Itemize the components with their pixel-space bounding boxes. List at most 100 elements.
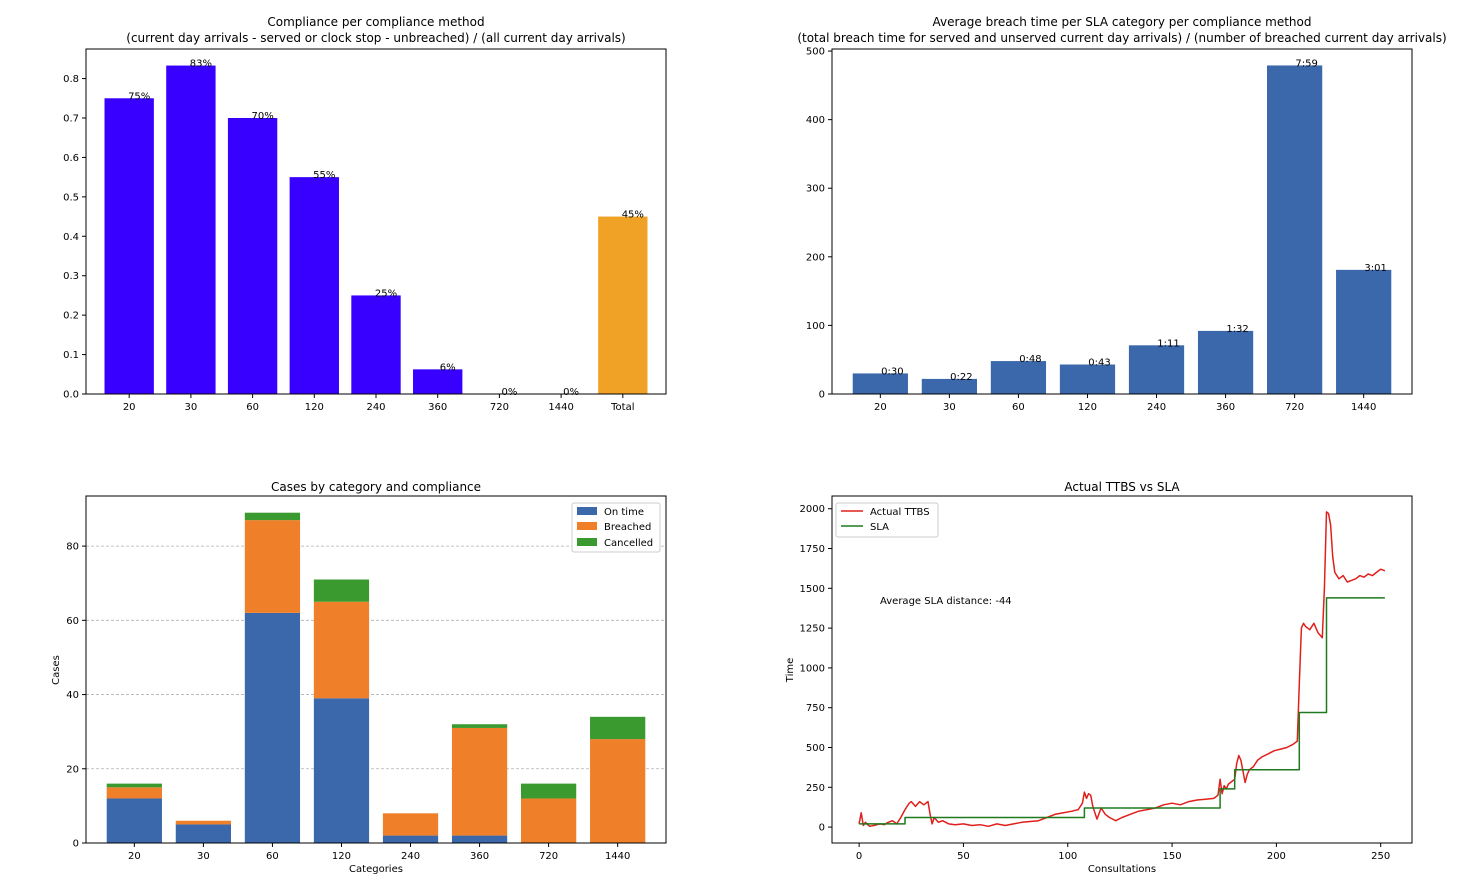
cases-xtick-label-720: 720 — [539, 851, 558, 862]
breach-ytick-label: 500 — [806, 47, 825, 58]
legend-swatch-on-time — [577, 507, 597, 515]
compliance-xtick-label-1440: 1440 — [548, 402, 573, 413]
cases-xtick-label-20: 20 — [128, 851, 141, 862]
compliance-data-label-20: 75% — [128, 91, 150, 102]
compliance-bar-20 — [104, 98, 154, 395]
breach-data-label-720: 7:59 — [1295, 58, 1317, 69]
ttbs-ytick-label: 0 — [819, 823, 825, 834]
cases-bar-breached-60 — [244, 520, 301, 613]
breach-xtick-label-720: 720 — [1285, 402, 1304, 413]
compliance-bar-360 — [413, 369, 463, 394]
breach-bar-30 — [921, 378, 977, 394]
breach-xtick-label-20: 20 — [874, 402, 887, 413]
ttbs-ytick-label: 2000 — [800, 504, 825, 515]
cases-xtick-label-360: 360 — [470, 851, 489, 862]
breach-bar-120 — [1059, 364, 1116, 394]
breach-time-chart-title: Average breach time per SLA category per… — [932, 15, 1311, 29]
breach-time-chart-frame — [831, 48, 1413, 395]
breach-ytick-label: 400 — [806, 115, 825, 126]
breach-bar-60 — [990, 361, 1047, 394]
ttbs-xtick-label: 250 — [1371, 851, 1390, 862]
breach-xtick-label-60: 60 — [1012, 402, 1025, 413]
cases-bar-breached-360 — [451, 727, 508, 836]
cases-bar-breached-120 — [313, 601, 370, 699]
breach-data-label-360: 1:32 — [1226, 324, 1248, 335]
cases-ytick-label: 20 — [66, 764, 79, 775]
cases-bar-cancelled-120 — [313, 579, 370, 602]
cases-bar-cancelled-1440 — [590, 716, 646, 740]
cases-xtick-label-30: 30 — [197, 851, 210, 862]
breach-data-label-20: 0:30 — [881, 366, 903, 377]
breach-bar-720 — [1267, 65, 1323, 394]
ttbs-xtick-label: 50 — [957, 851, 970, 862]
cases-xtick-label-60: 60 — [266, 851, 279, 862]
legend-label-on-time: On time — [604, 507, 644, 518]
cases-ytick-label: 60 — [66, 616, 79, 627]
cases-bar-cancelled-60 — [244, 512, 301, 521]
breach-ytick-label: 300 — [806, 184, 825, 195]
legend-swatch-cancelled — [577, 538, 597, 546]
cases-bar-breached-240 — [382, 813, 439, 836]
compliance-data-label-240: 25% — [375, 288, 397, 299]
compliance-xtick-label-720: 720 — [490, 402, 509, 413]
ttbs-ytick-label: 1500 — [800, 584, 825, 595]
cases-bar-on-time-360 — [451, 835, 508, 843]
breach-xtick-label-120: 120 — [1078, 402, 1097, 413]
ttbs-chart: Actual TTBS vs SLA 0 50 100 150 200 250 0 250 50… — [785, 480, 1413, 875]
compliance-xtick-label-20: 20 — [123, 402, 136, 413]
cases-xtick-label-120: 120 — [332, 851, 351, 862]
cases-chart-marks: 0 20 40 60 80 20 30 60 120 240 360 720 1440 — [66, 512, 646, 862]
cases-bar-breached-20 — [106, 787, 162, 799]
compliance-chart-marks: 75% 20 83% 30 70% 60 55% 120 25% 240 6% 360 0% 720 0% 1… — [63, 59, 648, 413]
breach-ytick-label: 0 — [819, 390, 825, 401]
compliance-xtick-label-30: 30 — [185, 402, 198, 413]
cases-bar-breached-1440 — [590, 739, 646, 843]
cases-xtick-label-1440: 1440 — [605, 851, 630, 862]
breach-data-label-1440: 3:01 — [1364, 263, 1386, 274]
breach-bar-1440 — [1336, 269, 1392, 394]
cases-ytick-label: 80 — [66, 542, 79, 553]
breach-data-label-60: 0:48 — [1019, 354, 1041, 365]
compliance-data-label-360: 6% — [440, 362, 456, 373]
compliance-chart-frame — [85, 48, 667, 395]
compliance-xtick-label-60: 60 — [246, 402, 259, 413]
cases-chart-title: Cases by category and compliance — [271, 480, 481, 494]
breach-ytick-label: 200 — [806, 252, 825, 263]
cases-xtick-label-240: 240 — [401, 851, 420, 862]
cases-bar-breached-720 — [521, 798, 577, 843]
compliance-chart-title: Compliance per compliance method — [267, 15, 484, 29]
cases-bar-cancelled-720 — [521, 783, 577, 799]
compliance-data-label-1440: 0% — [563, 387, 579, 398]
breach-time-chart-marks: 0:30 20 0:22 30 0:48 60 0:43 120 1:11 240 1:32 360 7… — [806, 47, 1392, 413]
breach-time-chart-subtitle: (total breach time for served and unserv… — [797, 31, 1446, 45]
breach-data-label-240: 1:11 — [1157, 338, 1179, 349]
legend-swatch-breached — [577, 522, 597, 530]
compliance-data-label-Total: 45% — [622, 210, 644, 221]
compliance-bar-Total — [598, 216, 648, 394]
ttbs-ytick-label: 1000 — [800, 663, 825, 674]
cases-chart-xlabel: Categories — [349, 864, 403, 875]
compliance-ytick-label: 0.8 — [63, 74, 79, 85]
cases-bar-breached-30 — [175, 820, 231, 825]
cases-bar-on-time-20 — [106, 798, 162, 843]
cases-chart-ylabel: Cases — [51, 655, 62, 685]
breach-time-chart: Average breach time per SLA category per… — [797, 15, 1446, 413]
breach-xtick-label-240: 240 — [1147, 402, 1166, 413]
breach-xtick-label-1440: 1440 — [1351, 402, 1376, 413]
ttbs-xtick-label: 100 — [1058, 851, 1077, 862]
compliance-bar-240 — [351, 295, 401, 394]
ttbs-annotation: Average SLA distance: -44 — [880, 596, 1012, 607]
ttbs-xtick-label: 150 — [1163, 851, 1182, 862]
compliance-ytick-label: 0.1 — [63, 350, 79, 361]
compliance-ytick-label: 0.3 — [63, 271, 79, 282]
compliance-ytick-label: 0.0 — [63, 390, 79, 401]
cases-ytick-label: 0 — [73, 839, 79, 850]
cases-bar-on-time-120 — [313, 698, 370, 843]
compliance-bar-60 — [227, 118, 278, 394]
cases-ytick-label: 40 — [66, 690, 79, 701]
breach-bar-360 — [1197, 330, 1254, 394]
compliance-data-label-30: 83% — [190, 59, 212, 70]
legend-label-actual-ttbs: Actual TTBS — [870, 507, 930, 518]
ttbs-ytick-label: 750 — [806, 703, 825, 714]
